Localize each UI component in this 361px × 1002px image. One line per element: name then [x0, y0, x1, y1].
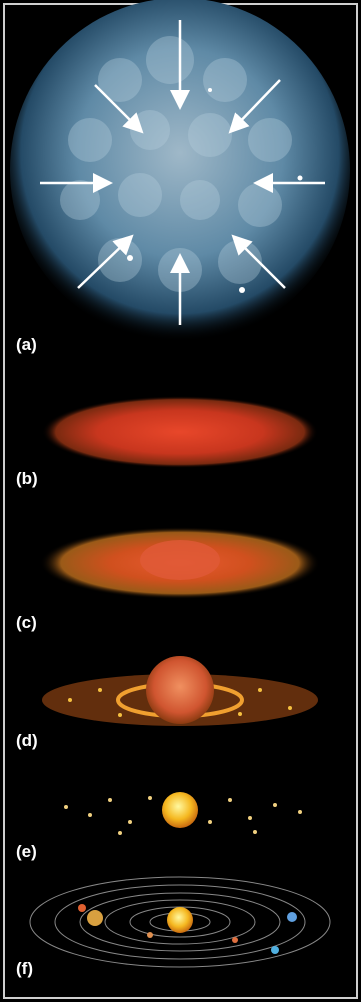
disk [42, 396, 318, 468]
panel-label: (b) [16, 469, 38, 488]
disk-bulge [40, 527, 320, 599]
page: (a) (b) (c) (d) (e) (f) (() => { const d… [0, 0, 361, 1002]
illustration: (a) (b) (c) (d) (e) (f) [0, 0, 361, 1002]
panel-label: (c) [16, 613, 37, 632]
cloud-panel [10, 0, 350, 342]
panel-label: (d) [16, 731, 38, 750]
panel-label: (a) [16, 335, 37, 354]
panel-label: (f) [16, 959, 33, 978]
panel-label: (e) [16, 842, 37, 861]
